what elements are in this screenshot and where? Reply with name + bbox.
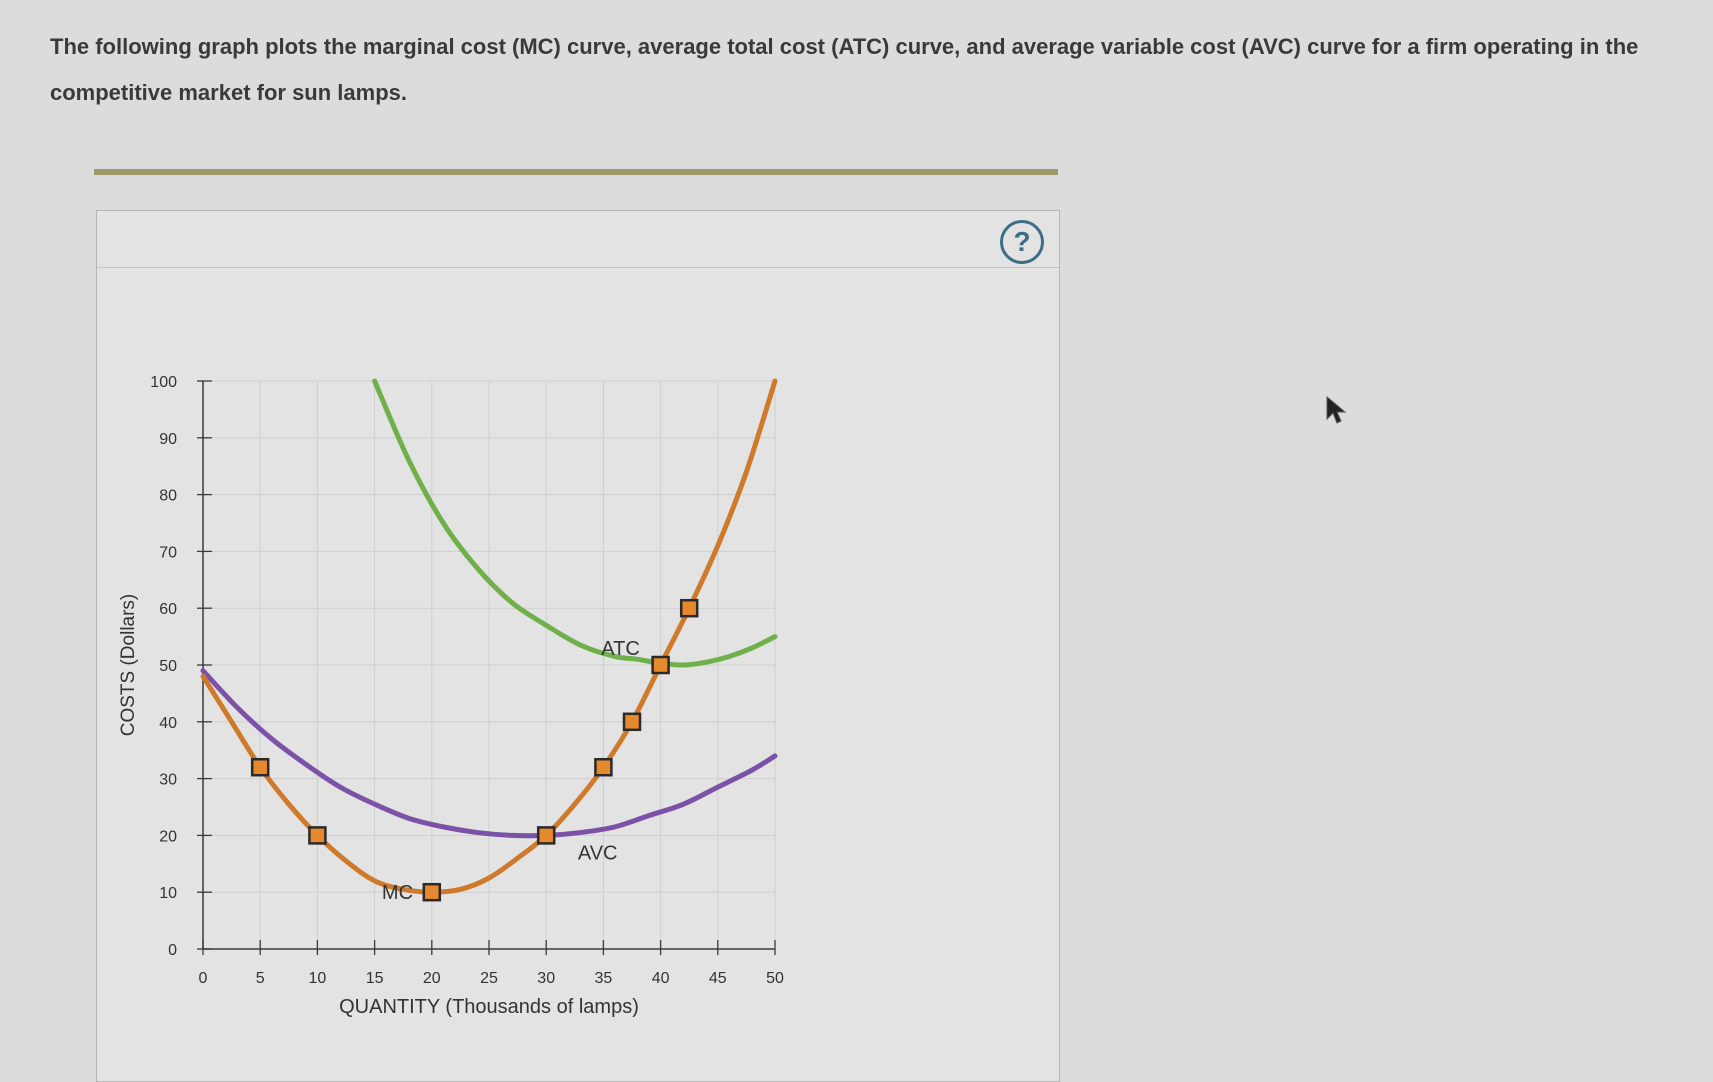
x-tick-label: 20: [423, 970, 441, 987]
axes: 0 10 20 30 40 50 60 70 80 90 100 0 5 10 15 20 25 30 35 40 45…: [118, 374, 784, 1018]
section-divider: [94, 169, 1058, 175]
x-tick-label: 30: [537, 970, 555, 987]
help-button[interactable]: ?: [1000, 220, 1044, 264]
cost-curves-chart: 0 10 20 30 40 50 60 70 80 90 100 0 5 10 15 20 25 30 35 40 45…: [118, 374, 784, 1018]
mc-point-marker: [250, 757, 270, 777]
curve-label-mc: MC: [382, 882, 413, 904]
curve-label-avc: AVC: [578, 842, 618, 864]
mc-point-marker: [422, 882, 442, 902]
y-tick-label: 100: [150, 374, 177, 391]
y-tick-label: 0: [168, 942, 177, 959]
mc-point-marker: [594, 757, 613, 777]
mc-point-marker: [308, 826, 327, 845]
mc-point-marker: [536, 826, 556, 845]
mc-point-marker: [622, 712, 642, 732]
curve-label-atc: ATC: [601, 638, 640, 660]
question-mark-icon: ?: [1013, 226, 1031, 257]
y-tick-label: 30: [159, 772, 177, 789]
series-line-atc: [372, 378, 778, 668]
x-tick-label: 50: [766, 970, 784, 987]
y-tick-label: 50: [159, 658, 177, 675]
series-line-avc: [200, 668, 778, 839]
x-tick-label: 5: [256, 970, 265, 987]
mc-point-marker: [679, 598, 699, 618]
x-tick-label: 45: [709, 970, 727, 987]
question-prompt: The following graph plots the marginal c…: [50, 34, 1639, 105]
y-tick-label: 90: [159, 431, 177, 448]
mc-point-marker: [651, 655, 670, 675]
y-tick-label: 40: [159, 715, 177, 732]
markers: [250, 598, 699, 902]
x-tick-label: 10: [309, 970, 327, 987]
graph-panel-header: [97, 211, 1059, 268]
y-tick-label: 80: [159, 488, 177, 505]
labels: ATC AVC MC: [382, 638, 640, 904]
x-axis-title: QUANTITY (Thousands of lamps): [339, 996, 639, 1018]
x-tick-label: 40: [652, 970, 670, 987]
x-tick-label: 0: [199, 970, 208, 987]
x-tick-label: 15: [366, 970, 384, 987]
y-tick-label: 10: [159, 885, 177, 902]
y-tick-label: 20: [159, 828, 177, 845]
y-axis-title: COSTS (Dollars): [118, 594, 139, 737]
y-tick-label: 70: [159, 544, 177, 561]
y-tick-label: 60: [159, 601, 177, 618]
x-tick-label: 35: [595, 970, 613, 987]
mouse-cursor-icon: [1326, 395, 1347, 424]
x-tick-label: 25: [480, 970, 498, 987]
